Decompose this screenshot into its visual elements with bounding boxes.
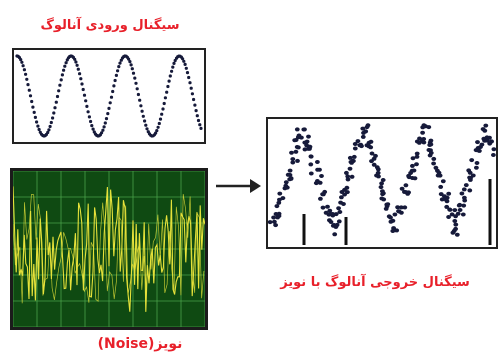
output-signal-label: سیگنال خروجی آنالوگ با نویز: [280, 275, 470, 290]
arrow-right-icon: [214, 176, 262, 196]
input-signal-label: سیگنال ورودی آنالوگ: [40, 18, 180, 33]
noisy-output-wave: [268, 123, 496, 245]
input-signal-panel: [12, 48, 206, 144]
input-sine-wave: [15, 54, 203, 138]
noise-waveform: [13, 171, 205, 327]
noise-panel: [10, 168, 208, 330]
output-signal-panel: [266, 117, 498, 249]
noise-label: نویز(Noise): [97, 336, 183, 352]
